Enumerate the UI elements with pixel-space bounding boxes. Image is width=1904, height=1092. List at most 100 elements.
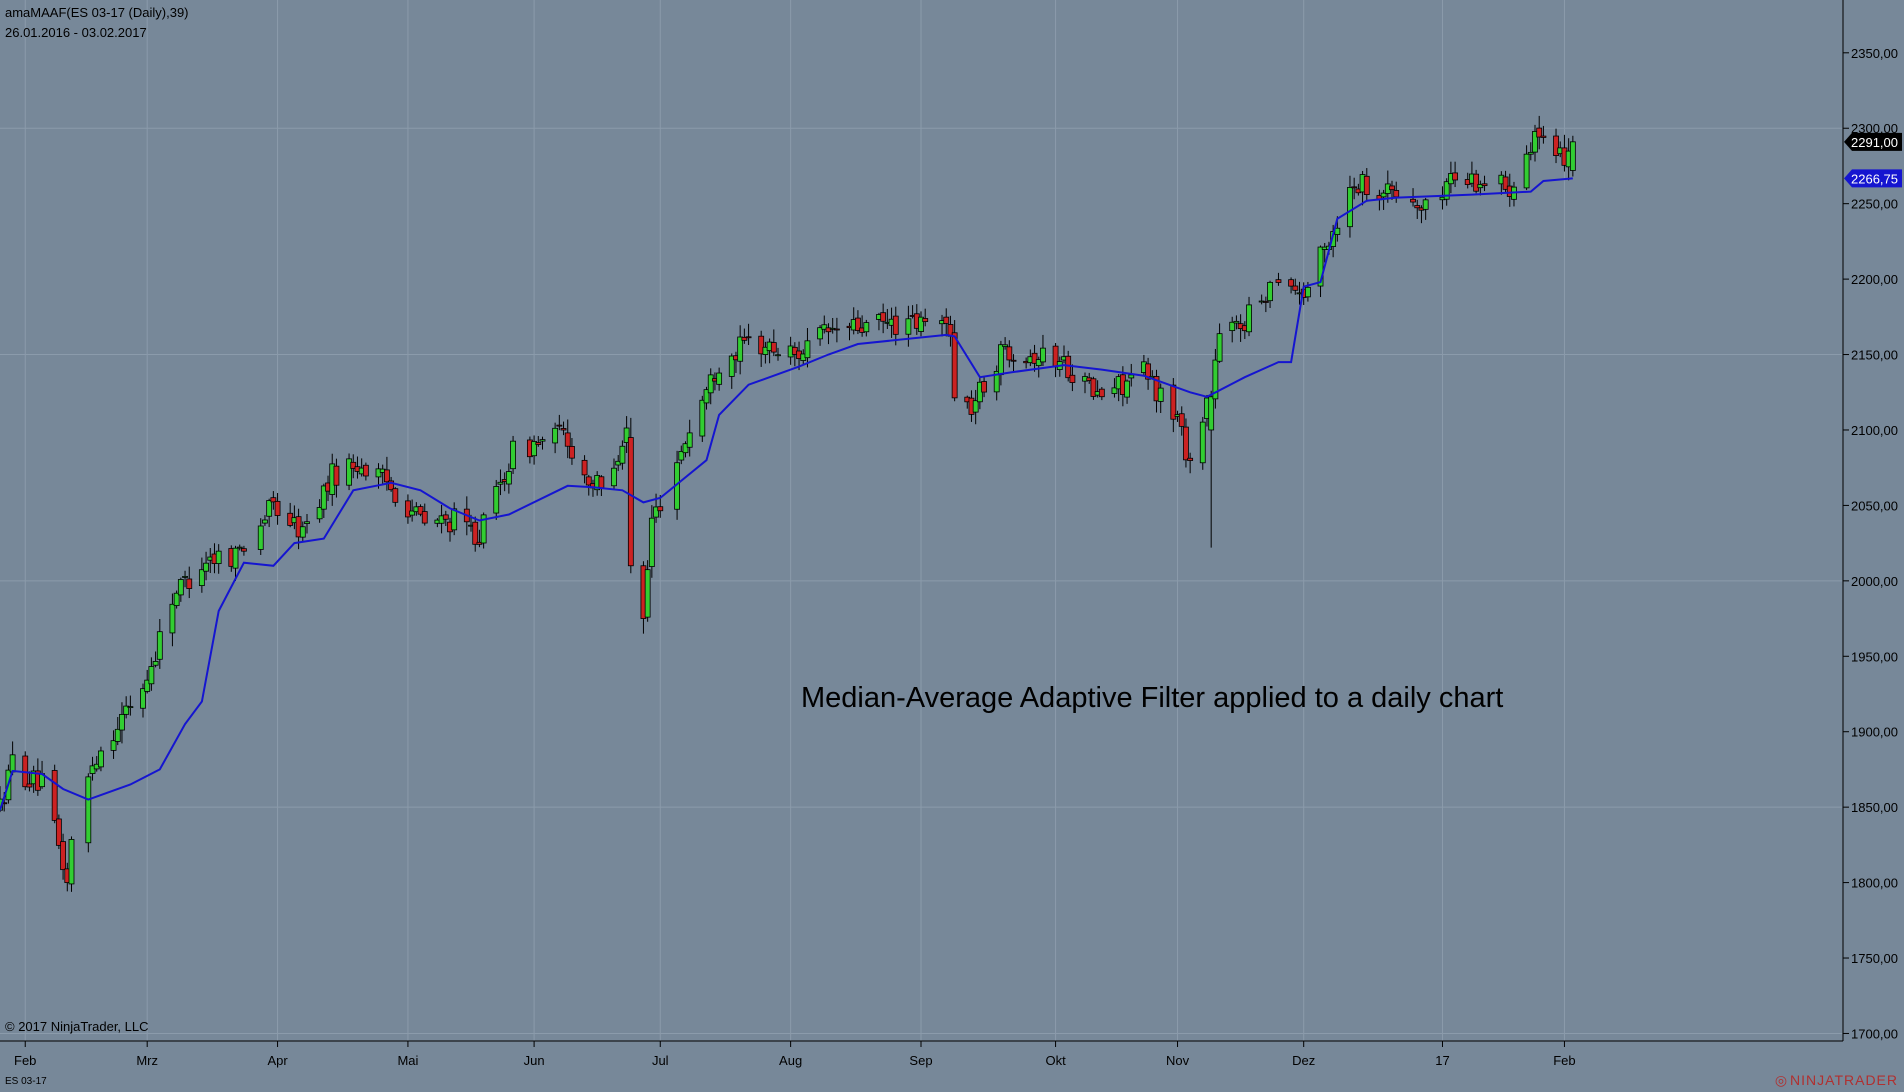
candle-body: [1481, 183, 1488, 187]
price-tags: 2291,00 2266,75: [1844, 132, 1902, 188]
candle-body: [678, 451, 685, 461]
y-tick-label: 1750,00: [1851, 951, 1898, 966]
candle-body: [505, 471, 512, 485]
candle-body: [85, 776, 92, 844]
last-price-tag: 2291,00: [1844, 132, 1902, 151]
candle-body: [863, 322, 870, 333]
candle-body: [556, 424, 563, 427]
candle-body: [833, 328, 840, 331]
candle-body: [241, 548, 247, 552]
candle-body: [758, 335, 765, 355]
candle-body: [1157, 387, 1164, 402]
last-price-tag-bg: [1844, 132, 1902, 151]
candle-body: [1212, 359, 1219, 400]
candle-body: [156, 631, 163, 660]
instrument-tab[interactable]: ES 03-17: [5, 1076, 47, 1087]
x-tick-label: Mai: [397, 1053, 418, 1068]
candle-body: [1006, 346, 1013, 361]
filter-value-tag-label: 2266,75: [1851, 171, 1898, 186]
candle-body: [1267, 281, 1273, 302]
candle-body: [1246, 304, 1252, 333]
candle-body: [451, 508, 458, 531]
candle-body: [775, 354, 781, 357]
x-tick-label: Apr: [267, 1053, 288, 1068]
candle-body: [51, 770, 58, 821]
candle-body: [320, 485, 327, 510]
candle-body: [1233, 320, 1240, 324]
candle-body: [1351, 186, 1358, 189]
candle-body: [1010, 359, 1017, 362]
candle-body: [648, 517, 655, 567]
candle-body: [699, 399, 706, 437]
candle-body: [623, 427, 630, 443]
candle-body: [266, 500, 273, 517]
candle-body: [203, 562, 209, 572]
candle-body: [707, 374, 714, 394]
candle-body: [270, 497, 277, 503]
candle-body: [922, 318, 929, 323]
candle-body: [177, 579, 184, 596]
candle-body: [182, 576, 188, 578]
y-tick-label: 1850,00: [1851, 800, 1898, 815]
candle-body: [127, 706, 134, 709]
candle-body: [1002, 344, 1009, 347]
candles: [0, 115, 1576, 892]
candle-body: [1031, 352, 1038, 364]
candle-body: [598, 476, 605, 489]
candle-body: [918, 316, 924, 332]
candle-body: [1523, 153, 1530, 189]
candle-body: [299, 526, 306, 538]
candle-body: [232, 547, 239, 569]
y-tick-label: 2250,00: [1851, 197, 1898, 212]
candle-body: [1124, 380, 1130, 398]
candle-body: [892, 315, 899, 335]
candle-body: [1410, 198, 1416, 203]
x-tick-label: Feb: [14, 1053, 36, 1068]
candle-body: [585, 476, 592, 486]
candle-body: [880, 312, 887, 322]
x-tick-label: Dez: [1292, 1053, 1315, 1068]
candle-body: [539, 439, 546, 442]
last-price-tag-label: 2291,00: [1851, 135, 1898, 150]
candle-body: [703, 389, 710, 404]
candle-body: [1183, 426, 1189, 461]
candle-body: [1229, 321, 1236, 332]
candle-body: [215, 550, 222, 564]
candle-body: [110, 740, 117, 751]
candle-body: [1347, 187, 1353, 228]
candle-body: [1208, 396, 1215, 431]
candle-body: [1305, 286, 1311, 298]
candle-body: [1422, 199, 1429, 210]
candle-body: [405, 500, 411, 518]
candle-body: [552, 427, 559, 444]
candle-body: [114, 728, 121, 742]
candle-body: [1502, 176, 1509, 190]
candle-body: [1178, 413, 1185, 427]
candle-body: [644, 569, 651, 618]
candle-body: [152, 661, 159, 666]
candle-body: [1069, 374, 1076, 383]
chart-title: amaMAAF(ES 03-17 (Daily),39): [5, 5, 189, 20]
candle-body: [1199, 421, 1206, 464]
x-tick-label: Aug: [779, 1053, 802, 1068]
x-tick-label: Mrz: [136, 1053, 158, 1068]
candle-body: [1532, 131, 1538, 153]
candle-body: [855, 317, 861, 331]
x-tick-label: Jun: [524, 1053, 545, 1068]
candle-body: [148, 666, 155, 685]
candle-body: [1569, 141, 1576, 171]
candle-body: [392, 488, 399, 503]
copyright-notice: © 2017 NinjaTrader, LLC: [5, 1019, 149, 1034]
y-tick-label: 2300,00: [1851, 121, 1898, 136]
date-range: 26.01.2016 - 03.02.2017: [5, 25, 147, 40]
candle-body: [581, 459, 588, 476]
candle-body: [825, 327, 832, 333]
candle-body: [274, 500, 281, 516]
candle-body: [304, 521, 310, 524]
candle-body: [1040, 347, 1046, 363]
candle-body: [564, 432, 571, 447]
grid-lines: [0, 0, 1842, 1041]
candle-body: [186, 578, 193, 589]
y-tick-label: 2050,00: [1851, 498, 1898, 513]
candle-body: [972, 400, 979, 413]
